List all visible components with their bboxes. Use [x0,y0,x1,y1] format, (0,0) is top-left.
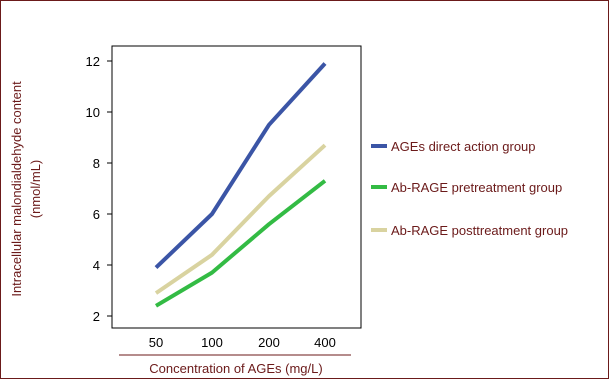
x-tick-label: 200 [258,335,280,350]
series-lines [154,62,327,308]
y-axis-label-line1: Intracellular malondialdehyde content [9,81,24,297]
x-axis-label: Concentration of AGEs (mg/L) [149,361,322,376]
x-tick-label: 100 [201,335,223,350]
y-tick-label: 2 [93,309,100,324]
series-line-3 [154,143,327,295]
legend-label: Ab-RAGE posttreatment group [391,223,568,238]
legend: AGEs direct action group Ab-RAGE pretreat… [371,139,568,238]
y-axis-label-line2: (nmol/mL) [28,160,43,219]
x-tick-label: 400 [314,335,336,350]
x-axis-ticks: 50 100 200 400 [149,335,336,350]
series-line-1 [154,62,327,270]
y-axis-ticks: 2 4 6 8 10 12 [86,54,112,324]
plot-area [111,45,362,329]
legend-label: AGEs direct action group [391,139,536,154]
series-line-2 [154,179,327,308]
y-tick-label: 4 [93,258,100,273]
y-tick-label: 12 [86,54,100,69]
y-tick-label: 6 [93,207,100,222]
y-tick-label: 8 [93,156,100,171]
y-tick-label: 10 [86,105,100,120]
x-tick-label: 50 [149,335,163,350]
legend-label: Ab-RAGE pretreatment group [391,180,562,195]
